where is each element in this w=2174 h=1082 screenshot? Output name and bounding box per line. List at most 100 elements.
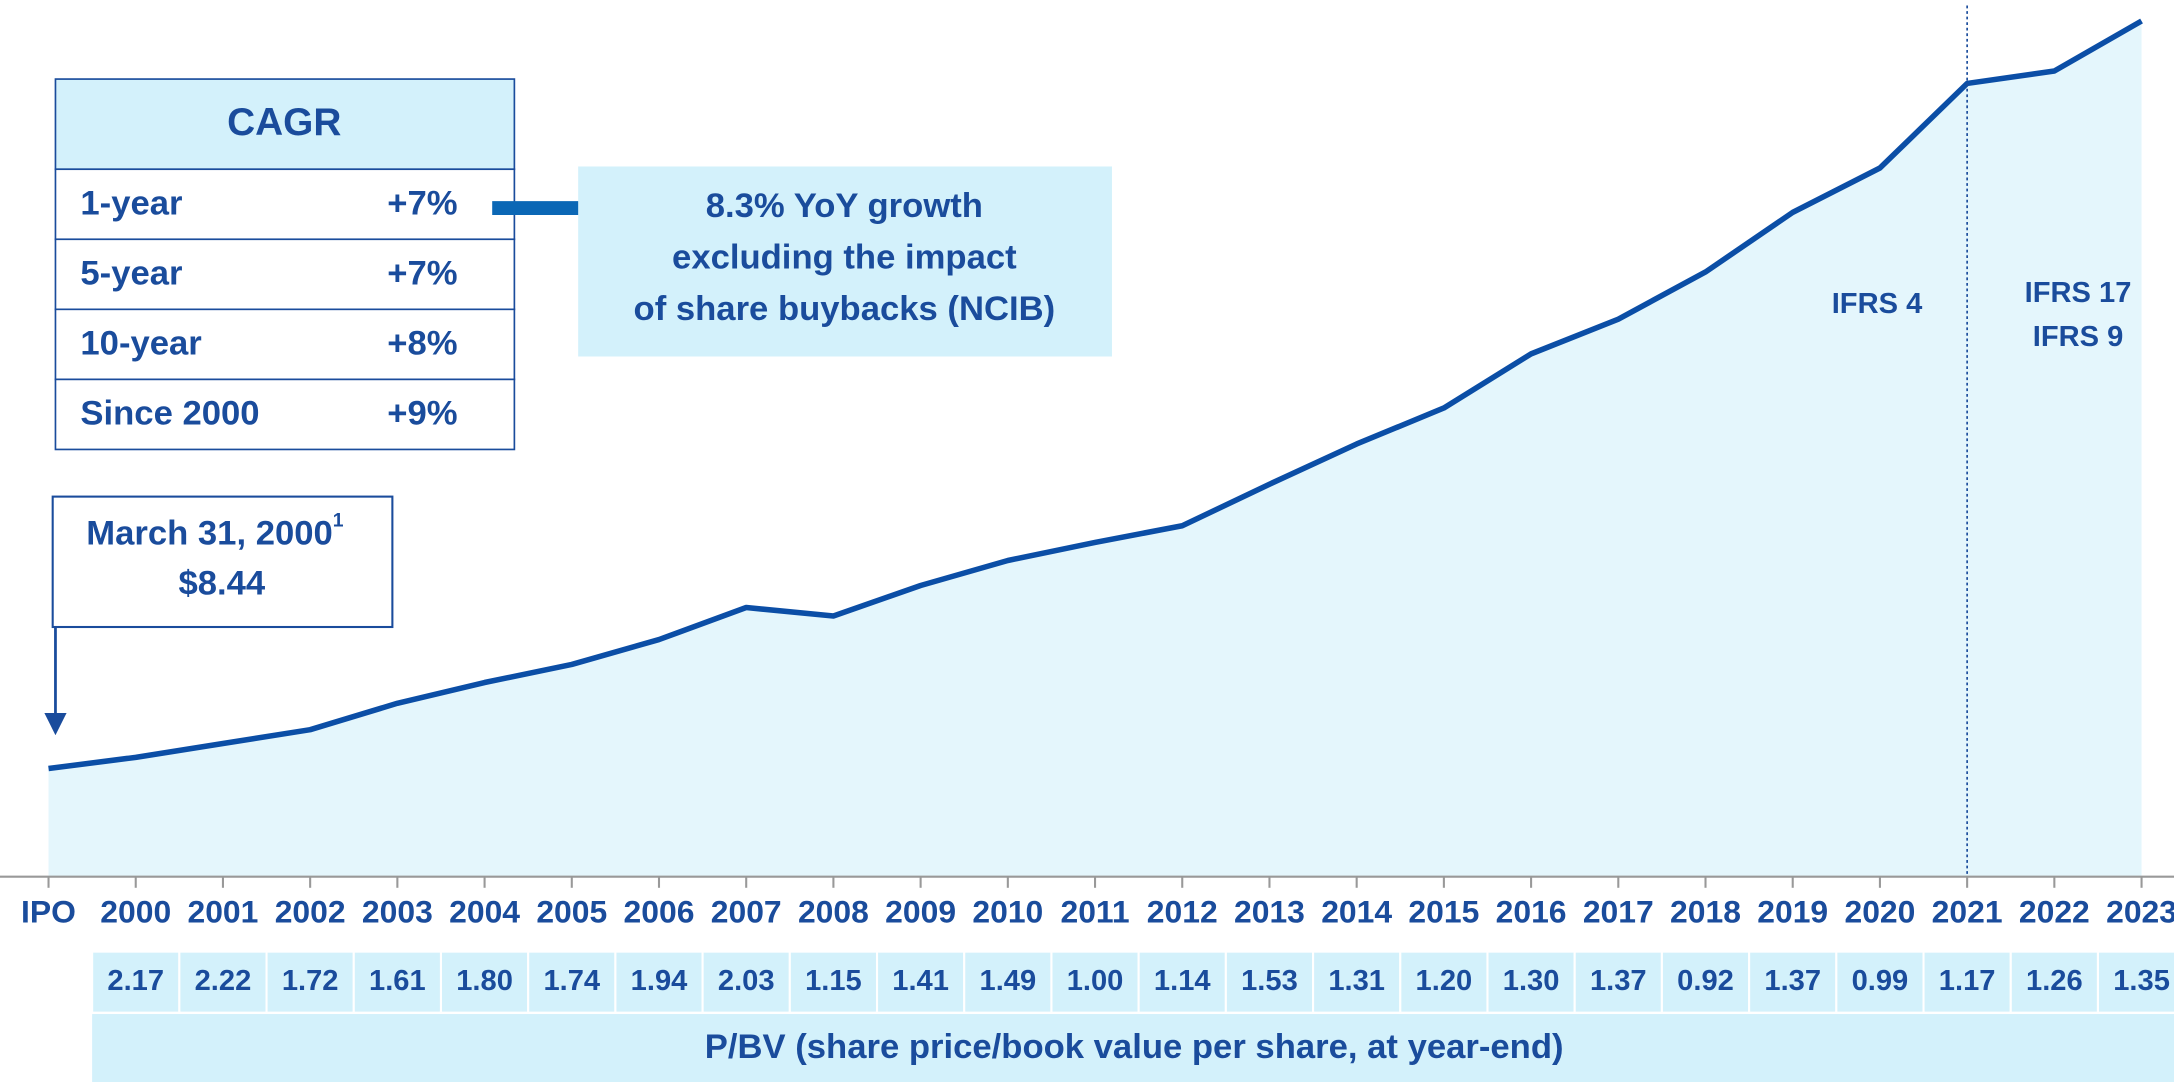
pbv-label: 1.35: [2113, 965, 2170, 997]
pbv-cell: [1573, 950, 1663, 1014]
arrow: [492, 191, 629, 225]
pbv-label: 1.72: [282, 965, 339, 997]
pbv-label: 1.37: [1764, 965, 1821, 997]
pbv-cell: [701, 950, 791, 1014]
cagr-row: [54, 238, 516, 311]
cagr-row: [54, 308, 516, 381]
x-tick-label: 2013: [1234, 894, 1305, 930]
pbv-label: 1.14: [1154, 965, 1211, 997]
cagr-period: Since 2000: [80, 395, 259, 433]
x-tick-label: 2014: [1321, 894, 1392, 930]
x-tick-label: IPO: [21, 894, 76, 930]
x-tick-label: 2010: [972, 894, 1043, 930]
pbv-cell: [875, 950, 966, 1014]
line: [48, 18, 2143, 772]
x-tick-label: 2002: [275, 894, 346, 930]
regime-label: IFRS 17: [2025, 277, 2132, 309]
pbv-label: 1.49: [980, 965, 1037, 997]
pbv-label: 2.22: [195, 965, 252, 997]
pbv-label: 0.99: [1852, 965, 1909, 997]
callout-box: [578, 166, 1112, 357]
ipo-date: March 31, 20001: [86, 510, 344, 553]
pbv-cell: [963, 950, 1053, 1014]
pbv-cell: [1399, 950, 1489, 1014]
ipo-date-text: March 31, 2000: [86, 515, 333, 553]
pbv-cell: [788, 950, 879, 1014]
x-tick-label: 2021: [1932, 894, 2003, 930]
pbv-cell: [91, 950, 181, 1014]
cagr-title: CAGR: [227, 101, 341, 144]
cagr-rate: +8%: [387, 325, 457, 363]
x-tick-label: 2017: [1583, 894, 1654, 930]
pbv-label: 1.15: [805, 965, 862, 997]
cagr-period: 1-year: [80, 184, 182, 222]
pbv-label: 1.61: [369, 965, 426, 997]
pbv-cell: [1312, 950, 1402, 1014]
x-tick-label: 2006: [624, 894, 695, 930]
x-tick-label: 2023: [2106, 894, 2174, 930]
pbv-caption: P/BV (share price/book value per share, …: [705, 1028, 1564, 1066]
pbv-label: 1.80: [456, 965, 513, 997]
pbv-label: 1.30: [1503, 965, 1560, 997]
pbv-label: 1.94: [631, 965, 688, 997]
regime-label: IFRS 9: [2033, 321, 2124, 353]
cagr-row: [54, 168, 516, 241]
x-tick-label: 2004: [449, 894, 520, 930]
x-tick-label: 2009: [885, 894, 956, 930]
pbv-cell: [178, 950, 268, 1014]
x-tick-label: 2022: [2019, 894, 2090, 930]
pbv-cell: [1224, 950, 1315, 1014]
pbv-caption-band: [92, 1014, 2174, 1082]
x-tick-label: 2012: [1147, 894, 1218, 930]
x-tick-label: 2005: [536, 894, 607, 930]
x-tick-label: 2003: [362, 894, 433, 930]
cagr-rate: +7%: [387, 255, 457, 293]
cagr-period: 5-year: [80, 255, 182, 293]
pbv-label: 2.17: [107, 965, 164, 997]
pbv-cell: [2096, 950, 2174, 1014]
x-tick-label: 2015: [1408, 894, 1479, 930]
cagr-rate: +9%: [387, 395, 457, 433]
x-tick-label: 2000: [100, 894, 171, 930]
callout-text: excluding the impact: [672, 239, 1017, 277]
pbv-label: 1.74: [543, 965, 600, 997]
pbv-label: 2.03: [718, 965, 775, 997]
x-tick-label: 2001: [187, 894, 258, 930]
pbv-label: 1.20: [1416, 965, 1473, 997]
pbv-label: 1.00: [1067, 965, 1124, 997]
ipo-note: 1: [333, 510, 344, 532]
x-tick-label: 2007: [711, 894, 782, 930]
pbv-label: 0.92: [1677, 965, 1734, 997]
pbv-label: 1.41: [892, 965, 949, 997]
pbv-cell: [527, 950, 617, 1014]
cagr-table: CAGR 1-year +7% 5-year +7% 10-year +8% Since 20…: [54, 78, 516, 451]
ipo-price: $8.44: [178, 565, 265, 603]
x-tick-label: 2020: [1844, 894, 1915, 930]
ipo-box: [51, 495, 394, 629]
area: [48, 21, 2142, 877]
x-tick-label: 2018: [1670, 894, 1741, 930]
pbv-label: 1.31: [1328, 965, 1385, 997]
x-tick-label: 2016: [1496, 894, 1567, 930]
pbv-cell: [352, 950, 443, 1014]
cagr-header: [54, 78, 516, 171]
pbv-cell: [1486, 950, 1576, 1014]
cagr-rate: +7%: [387, 184, 457, 222]
pbv-label: 1.37: [1590, 965, 1647, 997]
pbv-label: 1.26: [2026, 965, 2083, 997]
regime-label: IFRS 4: [1832, 288, 1923, 320]
pbv-label: 1.17: [1939, 965, 1996, 997]
x-tick-label: 2019: [1757, 894, 1828, 930]
cagr-period: 10-year: [80, 325, 201, 363]
pbv-label: 1.53: [1241, 965, 1298, 997]
pbv-cell: [439, 950, 530, 1014]
callout-text: 8.3% YoY growth: [706, 187, 983, 225]
pbv-cell: [1748, 950, 1838, 1014]
pbv-cell: [1835, 950, 1925, 1014]
cagr-row: [54, 378, 516, 451]
x-tick-label: 2008: [798, 894, 869, 930]
x-tick-label: 2011: [1060, 894, 1129, 930]
pbv-cell: [265, 950, 355, 1014]
callout-text: of share buybacks (NCIB): [634, 290, 1056, 328]
